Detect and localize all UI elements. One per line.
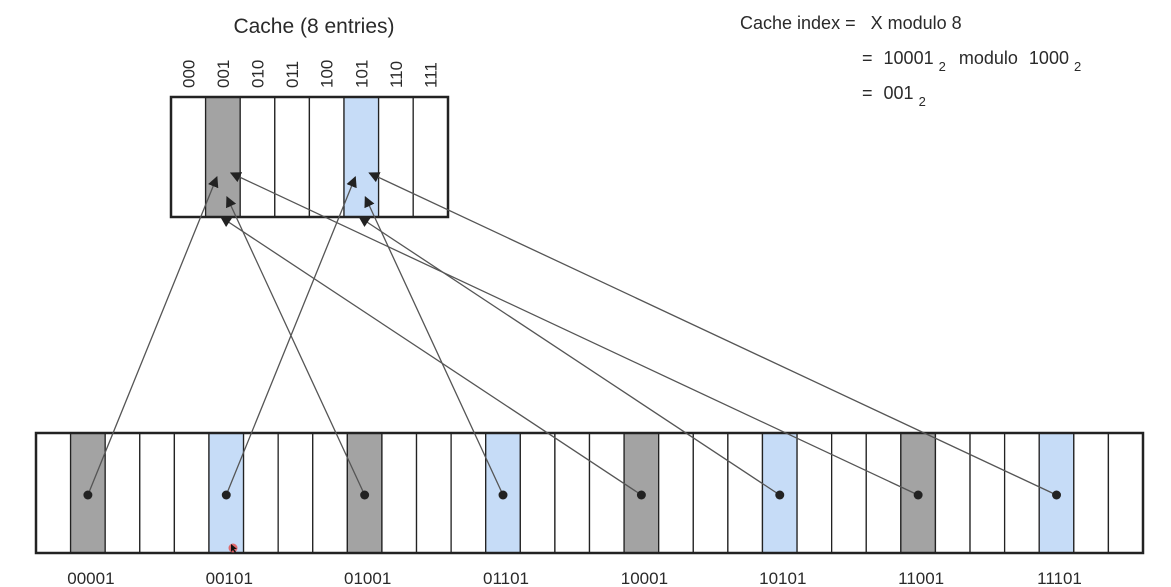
memory-cell: [139, 432, 176, 554]
memory-cell: [554, 432, 591, 554]
cache-index-label: 010: [249, 60, 268, 88]
memory-array: [35, 432, 1144, 554]
arrow-10001-to-001: [219, 216, 642, 496]
cache-index-label: 001: [214, 60, 233, 88]
cache-title: Cache (8 entries): [233, 15, 394, 38]
block-dot-00001: [83, 490, 93, 500]
formula-line2-mid: modulo: [959, 48, 1018, 68]
memory-address-labels: 00001 00101 01001 01101 10001 10101 11001 11101: [67, 569, 1082, 587]
memory-cell: [277, 432, 314, 554]
svg-text:= 001 2: = 001 2: [862, 83, 926, 109]
formula-line2-a: 10001: [884, 48, 934, 68]
memory-cell: [831, 432, 867, 554]
memory-cell: [173, 432, 210, 554]
arrow-10101-to-101: [358, 216, 781, 496]
memory-cell: [415, 432, 452, 554]
memory-cell: [1073, 432, 1110, 554]
cache-entry-110: [377, 96, 414, 218]
memory-cell: [1107, 432, 1144, 554]
arrow-01001-to-001: [226, 196, 366, 496]
formula-line2-b: 1000: [1029, 48, 1069, 68]
memory-block-dots: [83, 490, 1062, 500]
formula-line3-value: 001: [884, 83, 914, 103]
memory-frame: [34, 431, 1145, 555]
svg-text:Cache index = X modulo 8: Cache index = X modulo 8: [740, 13, 962, 33]
formula-line2-sub2: 2: [1074, 59, 1081, 74]
cache-entry-101: [343, 96, 380, 218]
mouse-pointer-icon: [228, 543, 238, 553]
memory-address-label: 10101: [759, 569, 806, 587]
cache-entry-100: [308, 96, 345, 218]
svg-text:= 10001 2 mo: = 10001 2 modulo 1000 2: [862, 48, 1081, 75]
formula-line3-sub: 2: [919, 94, 926, 109]
cache-index-label: 101: [352, 60, 371, 88]
memory-cell: [934, 432, 971, 554]
formula-line2-eq: =: [862, 48, 873, 68]
memory-address-label: 00101: [206, 569, 253, 587]
block-dot-01001: [360, 490, 370, 500]
memory-cell: [865, 432, 902, 554]
memory-cell: [104, 432, 141, 554]
cache-entry-000: [170, 96, 207, 218]
cache-index-formula: Cache index = X modulo 8 = 10001 2 modul…: [740, 13, 1081, 109]
cache-index-label: 111: [422, 62, 441, 88]
arrow-11101-to-101: [368, 172, 1057, 496]
memory-cell: [519, 432, 556, 554]
block-dot-01101: [498, 490, 508, 500]
cache-entry-001: [204, 96, 241, 218]
memory-cell: [692, 432, 729, 554]
cache-frame: [169, 95, 450, 219]
memory-address-label: 11101: [1037, 569, 1082, 587]
block-dot-10101: [775, 490, 785, 500]
memory-cell: [727, 432, 764, 554]
cache-entry-010: [239, 96, 276, 218]
memory-address-label: 01101: [483, 569, 529, 587]
cache-index-label: 000: [179, 60, 198, 88]
block-dot-10001: [636, 490, 646, 500]
memory-cell: [450, 432, 487, 554]
cache-index-label: 011: [283, 61, 302, 88]
memory-cell: [969, 432, 1006, 554]
block-dot-00101: [221, 490, 231, 500]
memory-cell: [381, 432, 418, 554]
memory-cell: [796, 432, 833, 554]
block-dot-11101: [1052, 490, 1062, 500]
block-dot-11001: [913, 490, 923, 500]
cache-array: [170, 96, 449, 218]
mapping-arrows: [87, 172, 1057, 496]
cache-index-label: 110: [387, 61, 406, 88]
arrow-00001-to-001: [87, 175, 219, 496]
memory-address-label: 11001: [898, 569, 944, 587]
memory-cell: [588, 432, 625, 554]
memory-address-label: 10001: [621, 569, 668, 587]
memory-cell: [35, 432, 72, 554]
memory-cell: [242, 432, 279, 554]
cache-index-label: 100: [318, 60, 337, 88]
cache-entry-111: [412, 96, 449, 218]
cache-entry-011: [274, 96, 311, 218]
memory-address-label: 01001: [344, 569, 391, 587]
formula-line3-eq: =: [862, 83, 873, 103]
formula-label: Cache index =: [740, 13, 856, 33]
cache-index-labels: 000 001 010 011 100 101 110 111: [179, 60, 440, 88]
memory-cell: [312, 432, 348, 554]
memory-cell: [1003, 432, 1040, 554]
formula-line2-sub1: 2: [939, 59, 946, 74]
formula-line1-value: X modulo 8: [871, 13, 962, 33]
arrow-11001-to-001: [229, 172, 919, 496]
memory-cell: [658, 432, 694, 554]
memory-address-label: 00001: [67, 569, 114, 587]
